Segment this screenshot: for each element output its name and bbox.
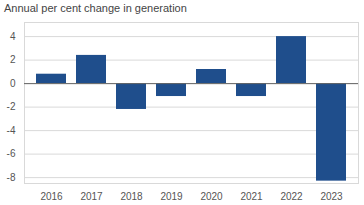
svg-text:2021: 2021 [240, 191, 263, 202]
svg-text:0: 0 [10, 78, 16, 89]
svg-text:2019: 2019 [160, 191, 183, 202]
svg-text:-4: -4 [7, 125, 16, 136]
svg-text:-6: -6 [7, 148, 16, 159]
svg-text:2: 2 [10, 54, 16, 65]
svg-text:2022: 2022 [280, 191, 303, 202]
svg-text:2016: 2016 [40, 191, 63, 202]
svg-text:2017: 2017 [80, 191, 103, 202]
svg-text:-2: -2 [7, 101, 16, 112]
svg-text:-8: -8 [7, 172, 16, 183]
svg-text:2023: 2023 [320, 191, 343, 202]
html-text:Annual per cent change in gene: Annual per cent change in generation [4, 2, 187, 14]
svg-text:2020: 2020 [200, 191, 223, 202]
svg-text:4: 4 [10, 31, 16, 42]
svg-text:2018: 2018 [120, 191, 143, 202]
